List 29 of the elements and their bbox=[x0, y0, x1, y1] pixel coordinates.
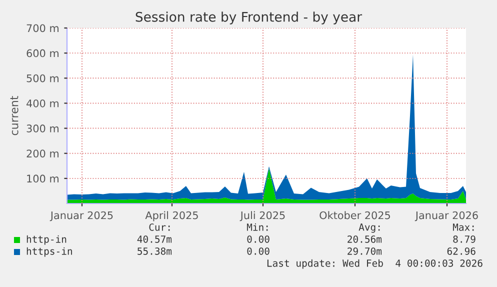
x-tick-label: Januar 2026 bbox=[414, 211, 478, 222]
y-tick-label: 500 m bbox=[26, 74, 58, 82]
x-tick-label: Juli 2025 bbox=[240, 211, 285, 222]
y-tick-label: 400 m bbox=[26, 99, 58, 108]
text: 0.00 bbox=[247, 247, 270, 255]
text: Min: bbox=[246, 223, 268, 231]
text: 62.96 bbox=[447, 247, 476, 255]
text: Avg: bbox=[358, 224, 380, 233]
text: Last update: Wed Feb 4 00:00:03 2026 bbox=[267, 259, 482, 269]
text: 40.57m bbox=[137, 235, 172, 243]
text: 8.79 bbox=[453, 235, 476, 243]
y-tick-label: 100 m bbox=[27, 174, 58, 183]
chart-title: Session rate by Frontend - by year bbox=[136, 12, 362, 24]
text: 55.38m bbox=[138, 247, 172, 255]
text: 0.00 bbox=[247, 235, 270, 243]
y-axis-title: current bbox=[10, 96, 18, 136]
text: 20.56m bbox=[348, 235, 382, 243]
y-tick-label: 200 m bbox=[26, 150, 58, 158]
y-tick-label: 600 m bbox=[26, 49, 58, 58]
x-tick-label: April 2025 bbox=[145, 211, 198, 222]
legend-label: http-in bbox=[26, 235, 66, 245]
text: 29.70m bbox=[348, 247, 382, 255]
y-tick-label: 700 m bbox=[26, 24, 58, 32]
legend-label: https-in bbox=[26, 247, 72, 257]
x-tick-label: Oktober 2025 bbox=[320, 211, 390, 220]
y-tick-label: 300 m bbox=[26, 124, 58, 132]
text: Max: bbox=[452, 224, 474, 231]
x-tick-label: Januar 2025 bbox=[50, 211, 113, 222]
text: Cur: bbox=[149, 223, 170, 231]
